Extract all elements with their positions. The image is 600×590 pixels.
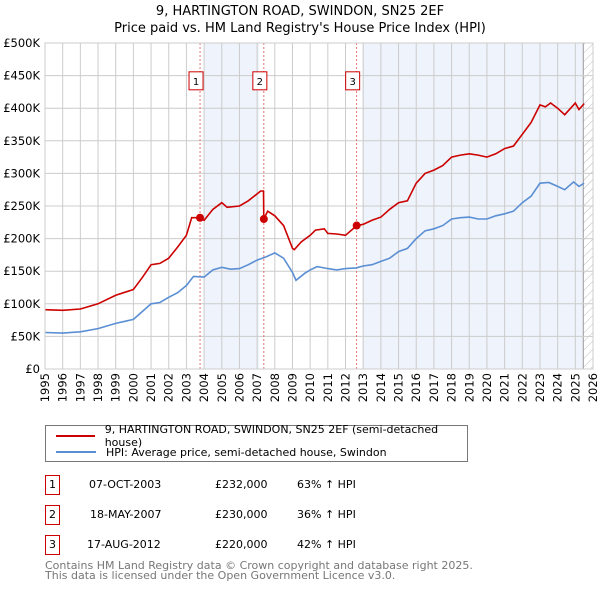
x-tick-label: 2025 [568,373,582,402]
x-tick-label: 2006 [232,373,246,402]
sale-price: £232,000 [215,478,268,491]
sale-hpi: 42% ↑ HPI [297,538,356,551]
x-tick-label: 2009 [285,373,299,402]
x-tick-label: 2023 [533,373,547,402]
sale-point [352,221,361,230]
sale-hpi: 63% ↑ HPI [297,478,356,491]
sale-label-box [188,71,204,91]
footer: Contains HM Land Registry data © Crown c… [45,559,473,582]
sale-price: £230,000 [215,508,268,521]
x-tick-label: 2002 [162,373,176,402]
x-tick-label: 2001 [144,373,158,402]
x-tick-label: 2021 [498,373,512,402]
x-tick-label: 2014 [374,373,388,402]
x-tick-label: 2015 [392,373,406,402]
x-tick-label: 2019 [462,373,476,402]
x-tick-label: 2007 [250,373,264,402]
sale-date: 07-OCT-2003 [89,478,162,491]
y-tick-label: £300K [3,166,40,180]
sale-date: 17-AUG-2012 [87,538,161,551]
y-tick-label: £200K [3,232,40,246]
y-tick-label: £500K [3,36,40,50]
legend-item-property: 9, HARTINGTON ROAD, SWINDON, SN25 2EF (s… [56,423,467,449]
x-tick-label: 1998 [91,373,105,402]
x-tick-label: 2003 [179,373,193,402]
price-chart: 1995 1996 1997 1998 1999 2000 2001 2002 2003 2004… [3,36,600,402]
y-tick-label: £50K [11,329,41,343]
x-tick-label: 1997 [73,373,87,402]
x-tick-label: 1999 [109,373,123,402]
sale-label-box [345,71,361,91]
table-row: 2 18-MAY-2007 £230,000 36% ↑ HPI [45,505,475,525]
x-tick-label: 2026 [586,373,600,402]
x-tick-label: 2008 [268,373,282,402]
hpi-line [44,180,585,334]
sale-price: £220,000 [215,538,268,551]
sale-hpi: 36% ↑ HPI [297,508,356,521]
x-tick-label: 2022 [515,373,529,402]
plot-border [44,42,594,370]
legend: 9, HARTINGTON ROAD, SWINDON, SN25 2EF (s… [45,423,468,462]
chart-subtitle: Price paid vs. HM Land Registry's House … [114,21,486,36]
x-tick-label: 1995 [38,373,52,402]
property-price-line [44,101,585,312]
sale-marker: 3 [45,535,60,555]
sale-label-box [252,71,268,91]
y-tick-label: £350K [3,134,40,148]
y-tick-label: £400K [3,101,40,115]
table-row: 3 17-AUG-2012 £220,000 42% ↑ HPI [45,535,475,555]
legend-item-hpi: HPI: Average price, semi-detached house,… [56,444,387,460]
x-tick-label: 2020 [480,373,494,402]
y-tick-label: £450K [3,69,40,83]
y-tick-label: £150K [3,264,40,278]
chart-title: 9, HARTINGTON ROAD, SWINDON, SN25 2EF [155,4,445,19]
y-tick-label: £0 [25,362,40,376]
y-tick-label: £250K [3,199,40,213]
x-tick-label: 2018 [445,373,459,402]
legend-label: HPI: Average price, semi-detached house,… [106,445,387,459]
x-tick-label: 2017 [427,373,441,402]
x-tick-label: 2000 [126,373,140,402]
sale-marker: 1 [45,475,60,495]
x-tick-label: 2012 [339,373,353,402]
legend-swatch-red [56,435,95,437]
x-tick-label: 2010 [303,373,317,402]
sale-label: 2 [257,77,263,88]
y-tick-label: £100K [3,297,40,311]
x-tick-label: 2013 [356,373,370,402]
sale-label: 3 [349,77,355,88]
x-tick-label: 2016 [409,373,423,402]
legend-swatch-blue [56,451,96,453]
sale-point [259,215,268,224]
x-tick-label: 2005 [215,373,229,402]
x-tick-label: 2011 [321,373,335,402]
x-tick-label: 2004 [197,373,211,402]
sale-point [196,213,205,222]
x-tick-label: 2024 [551,373,565,402]
legend-label: 9, HARTINGTON ROAD, SWINDON, SN25 2EF (s… [104,423,439,449]
x-tick-label: 1996 [56,373,70,402]
sale-label: 1 [193,77,199,88]
footer-line: Contains HM Land Registry data © Crown c… [45,559,473,572]
footer-line: This data is licensed under the Open Gov… [45,569,396,582]
sale-date: 18-MAY-2007 [90,508,162,521]
table-row: 1 07-OCT-2003 £232,000 63% ↑ HPI [45,475,475,495]
sale-marker: 2 [45,505,60,525]
